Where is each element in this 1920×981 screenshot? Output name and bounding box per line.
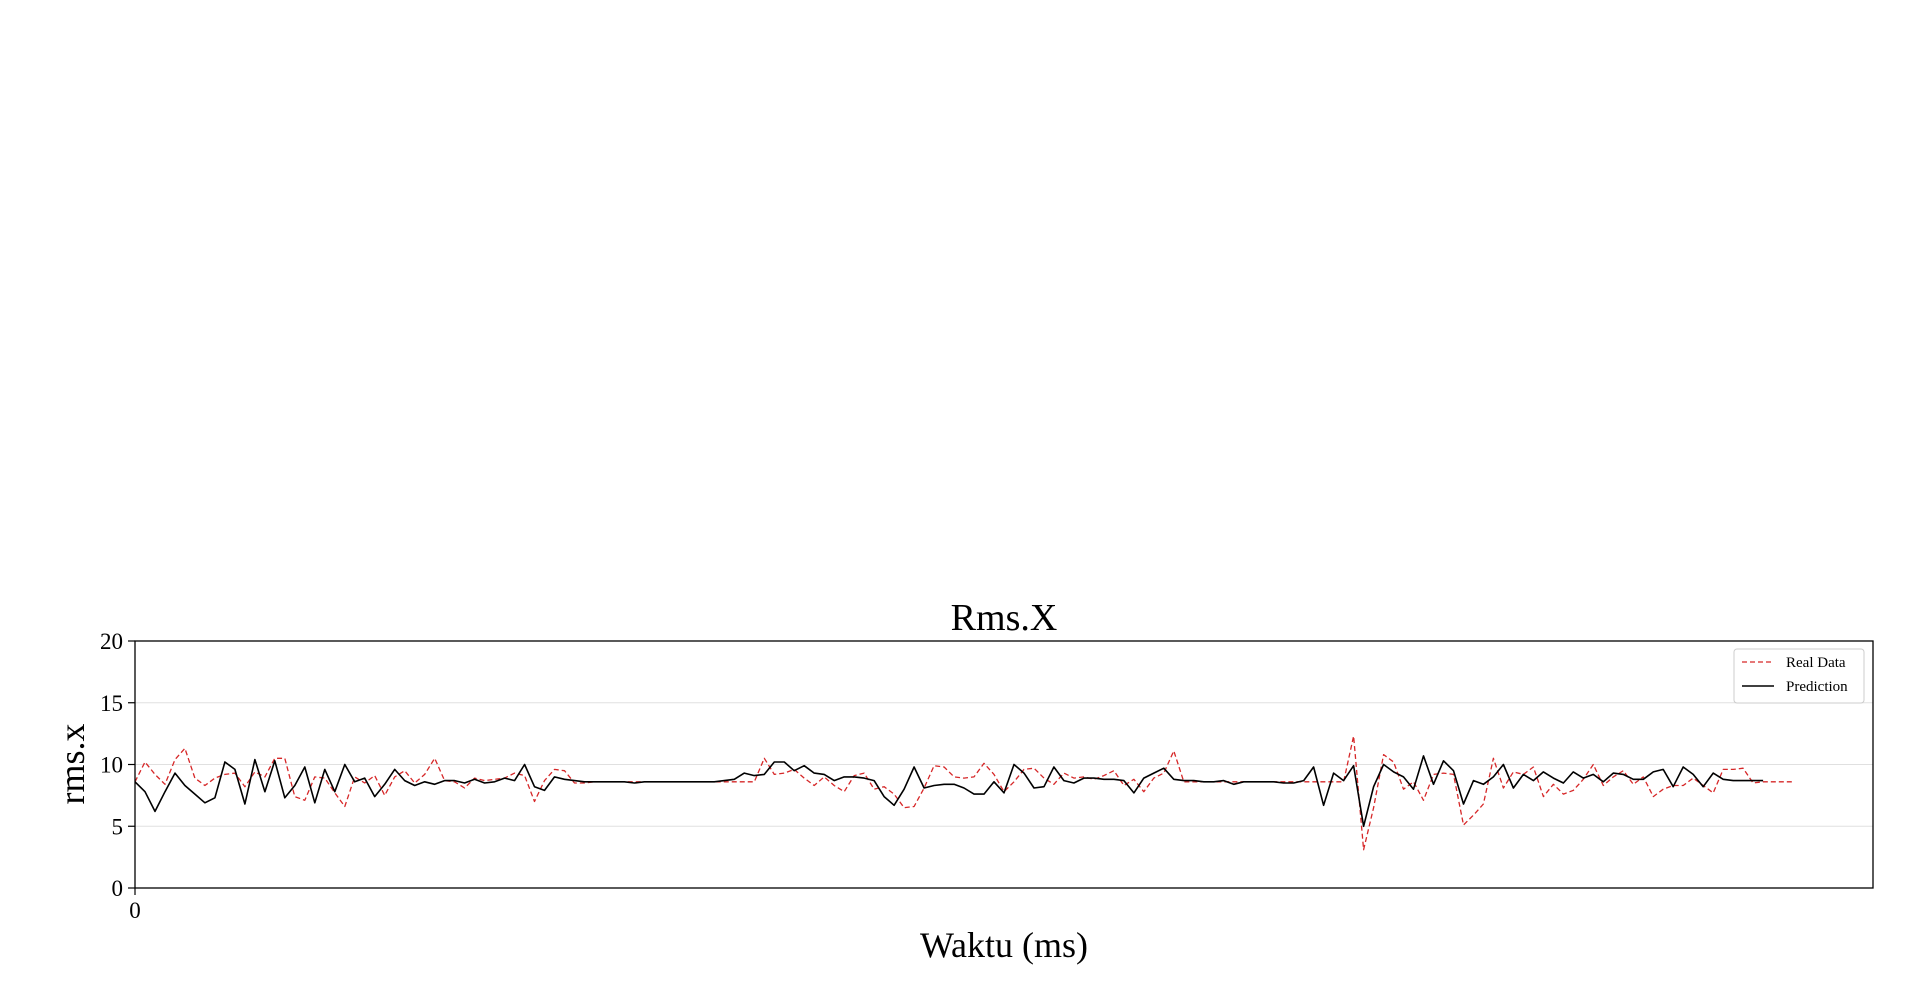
- x-axis-label: Waktu (ms): [920, 925, 1088, 965]
- y-tick-label-20: 20: [100, 629, 123, 654]
- x-tick-label-0: 0: [129, 898, 141, 923]
- x-axis-ticks: 0: [129, 888, 141, 923]
- series-line-real-data: [134, 735, 1794, 851]
- legend: Real Data Prediction: [1733, 648, 1865, 704]
- y-axis-ticks: 0 5 10 15 20: [100, 629, 135, 901]
- legend-label-real-data: Real Data: [1786, 655, 1846, 671]
- chart-title: Rms.X: [951, 597, 1058, 639]
- y-tick-label-5: 5: [112, 814, 124, 839]
- series-line-prediction: [134, 755, 1764, 828]
- y-tick-label-0: 0: [112, 876, 124, 901]
- y-tick-label-15: 15: [100, 691, 123, 716]
- legend-label-prediction: Prediction: [1786, 679, 1848, 695]
- series-lines: [134, 735, 1794, 851]
- grid-lines: [135, 702, 1873, 827]
- y-tick-label-10: 10: [100, 753, 123, 778]
- y-axis-label: rms.x: [52, 724, 92, 805]
- plot-frame: [134, 640, 1874, 889]
